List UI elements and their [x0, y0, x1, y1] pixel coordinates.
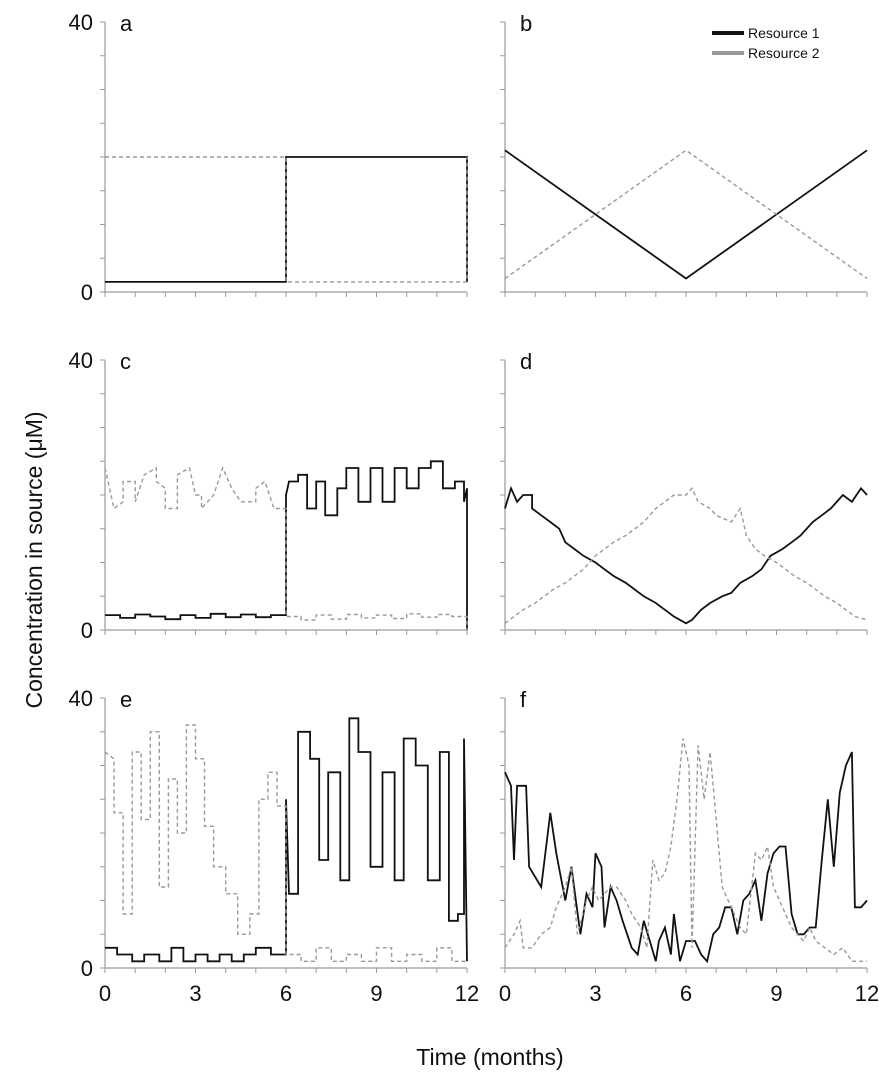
- panel-c: 0 40 c: [69, 348, 468, 643]
- panel-a: 0 40 a: [69, 10, 468, 305]
- series-line-resource-2: [105, 156, 468, 283]
- x-tick-label: 12: [455, 981, 479, 1006]
- panel-f: 0 3 6 9 12 f: [499, 687, 879, 1006]
- series-line-resource-2: [504, 738, 867, 962]
- panel-label-f: f: [520, 687, 527, 712]
- panel-b: b: [500, 11, 868, 297]
- panel-label-d: d: [520, 349, 532, 374]
- x-tick-label: 0: [99, 981, 111, 1006]
- x-tick-label: 6: [680, 981, 692, 1006]
- x-axis-title: Time (months): [416, 1044, 563, 1070]
- panel-e: 0 40 0 3 6 9 12 e: [69, 686, 480, 1006]
- series-line-resource-1: [105, 460, 468, 630]
- series-line-resource-1: [504, 751, 868, 964]
- x-tick-label: 6: [280, 981, 292, 1006]
- series-line-resource-2: [504, 487, 868, 624]
- panel-label-e: e: [120, 687, 132, 712]
- series-line-resource-1: [504, 149, 868, 280]
- legend-label-resource-2: Resource 2: [748, 45, 820, 61]
- y-axis-title: Concentration in source (μM): [21, 411, 47, 708]
- series-line-resource-1: [105, 717, 468, 963]
- legend-label-resource-1: Resource 1: [748, 25, 820, 41]
- panel-d: d: [500, 349, 868, 635]
- y-tick-label: 40: [69, 348, 93, 373]
- series-line-resource-1: [504, 485, 868, 625]
- x-tick-label: 9: [770, 981, 782, 1006]
- y-tick-label: 40: [69, 10, 93, 35]
- series-line-resource-2: [104, 724, 467, 962]
- x-tick-label: 3: [189, 981, 201, 1006]
- series-line-resource-2: [504, 149, 868, 280]
- y-tick-label: 0: [81, 280, 93, 305]
- panel-label-b: b: [520, 11, 532, 36]
- legend: Resource 1 Resource 2: [712, 25, 820, 61]
- x-tick-label: 0: [499, 981, 511, 1006]
- y-tick-label: 0: [81, 618, 93, 643]
- x-tick-label: 3: [589, 981, 601, 1006]
- x-tick-label: 9: [370, 981, 382, 1006]
- panel-label-c: c: [120, 349, 131, 374]
- y-tick-label: 0: [81, 956, 93, 981]
- x-tick-label: 12: [855, 981, 879, 1006]
- y-tick-label: 40: [69, 686, 93, 711]
- series-line-resource-2: [104, 466, 468, 630]
- panels-group: 0 40 a b 0 40 c d 0 40 0 3 6 9 12 e 0 3 6 9 12 f: [69, 10, 879, 1006]
- panel-label-a: a: [120, 11, 133, 36]
